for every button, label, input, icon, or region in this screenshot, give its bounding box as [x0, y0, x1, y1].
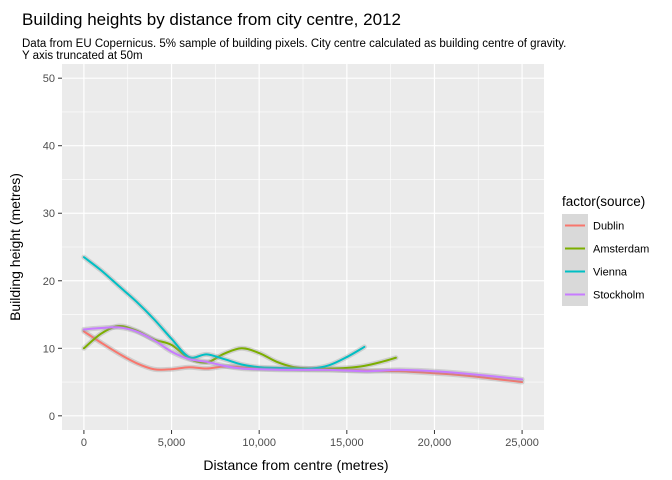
x-tick-label: 25,000	[505, 437, 539, 449]
y-tick-label: 0	[49, 411, 55, 423]
legend-label-vienna: Vienna	[593, 267, 628, 279]
chart-subtitle-line-1: Data from EU Copernicus. 5% sample of bu…	[22, 38, 566, 50]
x-tick-label: 10,000	[242, 437, 276, 449]
y-tick-label: 50	[43, 73, 55, 85]
x-tick-label: 15,000	[330, 437, 364, 449]
legend-label-stockholm: Stockholm	[593, 290, 644, 302]
y-axis-title: Building height (metres)	[7, 173, 23, 321]
minor-gridlines	[62, 64, 544, 430]
x-tick-label: 20,000	[418, 437, 452, 449]
series-line-stockholm	[82, 326, 524, 381]
x-axis-title: Distance from centre (metres)	[203, 457, 388, 473]
chart-title: Building heights by distance from city c…	[22, 10, 401, 29]
y-tick-label: 40	[43, 141, 55, 153]
y-tick-label: 10	[43, 343, 55, 355]
legend-label-amsterdam: Amsterdam	[593, 244, 649, 256]
x-tick-label: 0	[81, 437, 87, 449]
y-tick-label: 20	[43, 276, 55, 288]
major-gridlines	[62, 64, 544, 430]
legend-label-dublin: Dublin	[593, 221, 624, 233]
legend-title: factor(source)	[562, 194, 645, 209]
y-tick-label: 30	[43, 208, 55, 220]
legend: factor(source) Dublin Amsterdam Vienna Stoc…	[562, 194, 649, 306]
chart-subtitle-line-2: Y axis truncated at 50m	[22, 50, 143, 62]
series-line-vienna	[82, 256, 366, 370]
x-tick-label: 5,000	[158, 437, 186, 449]
series-lines	[81, 254, 525, 385]
axis-ticks: 0 5,000 10,000 15,000 20,000 25,000 0 10 20 30 40 5…	[43, 73, 539, 449]
